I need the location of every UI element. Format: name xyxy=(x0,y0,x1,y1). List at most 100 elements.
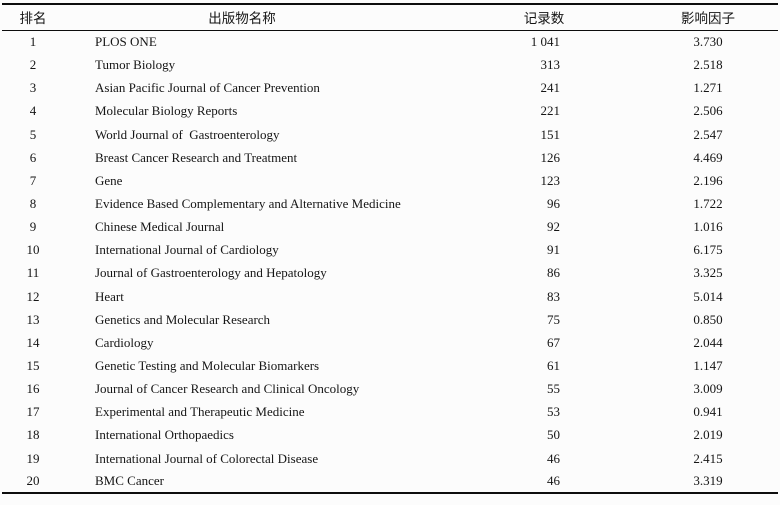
rank-cell: 1 xyxy=(29,34,37,50)
publication-name-cell: Heart xyxy=(95,288,124,304)
publication-name-cell: Genetic Testing and Molecular Biomarkers xyxy=(95,358,320,374)
records-cell: 50 xyxy=(547,427,560,443)
records-cell: 151 xyxy=(540,126,561,142)
rank-cell: 12 xyxy=(26,288,40,304)
records-cell: 75 xyxy=(547,311,560,327)
publication-name-cell: Tumor Biology xyxy=(95,57,176,73)
impact-factor-cell: 2.019 xyxy=(693,427,723,443)
table-row: 15 Genetic Testing and Molecular Biomarke… xyxy=(2,354,778,377)
impact-factor-cell: 1.271 xyxy=(693,80,723,96)
records-cell: 126 xyxy=(540,149,561,165)
impact-factor-cell: 0.850 xyxy=(693,311,723,327)
publication-name-cell: Evidence Based Complementary and Alterna… xyxy=(95,196,401,212)
impact-factor-cell: 6.175 xyxy=(693,242,723,258)
table-row: 18 International Orthopaedics 50 2.019 xyxy=(2,423,778,446)
publication-name-cell: Experimental and Therapeutic Medicine xyxy=(95,404,305,420)
rank-cell: 8 xyxy=(29,196,37,212)
impact-factor-cell: 5.014 xyxy=(693,288,723,304)
rank-cell: 9 xyxy=(29,219,37,235)
table-row: 13 Genetics and Molecular Research 75 0.850 xyxy=(2,308,778,331)
publication-name-cell: International Journal of Cardiology xyxy=(95,242,279,258)
impact-factor-cell: 2.044 xyxy=(693,334,723,350)
rank-cell: 18 xyxy=(26,427,40,443)
records-cell: 241 xyxy=(540,80,561,96)
records-cell: 86 xyxy=(547,265,560,281)
rank-cell: 15 xyxy=(26,358,40,374)
table-row: 9 Chinese Medical Journal 92 1.016 xyxy=(2,215,778,238)
table-row: 6 Breast Cancer Research and Treatment 126… xyxy=(2,146,778,169)
publication-name-cell: International Journal of Colorectal Dise… xyxy=(95,450,319,466)
records-cell: 67 xyxy=(547,334,560,350)
rank-cell: 7 xyxy=(29,172,37,188)
records-cell: 221 xyxy=(540,103,561,119)
impact-factor-cell: 3.325 xyxy=(693,265,723,281)
publication-name-cell: Gene xyxy=(95,172,123,188)
records-cell: 83 xyxy=(547,288,560,304)
rank-cell: 4 xyxy=(29,103,37,119)
publication-name-cell: Asian Pacific Journal of Cancer Preventi… xyxy=(95,80,320,96)
publication-name-cell: Breast Cancer Research and Treatment xyxy=(95,149,298,165)
impact-factor-cell: 2.415 xyxy=(693,450,723,466)
records-cell: 61 xyxy=(547,358,560,374)
rank-cell: 11 xyxy=(26,265,40,281)
impact-factor-cell: 1.722 xyxy=(693,196,723,212)
records-cell: 92 xyxy=(547,219,560,235)
rank-cell: 3 xyxy=(29,80,37,96)
rank-cell: 6 xyxy=(29,149,37,165)
header-row: 排名 出版物名称 记录数 影响因子 xyxy=(2,4,778,30)
impact-factor-cell: 2.506 xyxy=(693,103,723,119)
impact-factor-cell: 2.196 xyxy=(693,172,723,188)
rank-cell: 13 xyxy=(26,311,40,327)
records-cell: 96 xyxy=(547,196,560,212)
impact-factor-cell: 1.147 xyxy=(693,358,723,374)
publication-name-cell: Cardiology xyxy=(95,334,154,350)
rank-cell: 16 xyxy=(26,381,40,397)
table-row: 7 Gene 123 2.196 xyxy=(2,169,778,192)
rank-cell: 19 xyxy=(26,450,40,466)
impact-factor-cell: 0.941 xyxy=(693,404,723,420)
column-header-impact-factor: 影响因子 xyxy=(681,11,735,27)
rank-cell: 14 xyxy=(26,334,40,350)
impact-factor-cell: 1.016 xyxy=(693,219,723,235)
table-header: 排名 出版物名称 记录数 影响因子 xyxy=(2,4,778,30)
publication-name-cell: PLOS ONE xyxy=(95,34,157,50)
publication-name-cell: Chinese Medical Journal xyxy=(95,219,225,235)
publication-name-cell: Journal of Cancer Research and Clinical … xyxy=(95,381,360,397)
rank-cell: 20 xyxy=(26,473,40,489)
publication-name-cell: Journal of Gastroenterology and Hepatolo… xyxy=(95,265,327,281)
records-cell: 46 xyxy=(547,473,560,489)
impact-factor-cell: 3.319 xyxy=(693,473,723,489)
publication-name-cell: BMC Cancer xyxy=(95,473,164,489)
impact-factor-cell: 4.469 xyxy=(693,149,723,165)
table-body: 1 PLOS ONE 1 041 3.730 2 Tumor Biology 313 2.51… xyxy=(2,30,778,493)
records-cell: 123 xyxy=(540,172,561,188)
table-row: 5 World Journal of Gastroenterology 151 2.5… xyxy=(2,123,778,146)
rank-cell: 10 xyxy=(26,242,40,258)
publications-table: 排名 出版物名称 记录数 影响因子 1 PLOS ONE 1 041 3.730 2 Tu… xyxy=(2,3,778,494)
table-row: 10 International Journal of Cardiology 91 6… xyxy=(2,238,778,261)
publication-name-cell: Genetics and Molecular Research xyxy=(95,311,271,327)
publication-name-cell: Molecular Biology Reports xyxy=(95,103,238,119)
publication-name-cell: International Orthopaedics xyxy=(95,427,234,443)
column-header-record-count: 记录数 xyxy=(523,11,565,27)
table-row: 2 Tumor Biology 313 2.518 xyxy=(2,53,778,76)
records-cell: 55 xyxy=(547,381,560,397)
table-row: 14 Cardiology 67 2.044 xyxy=(2,331,778,354)
table-row: 19 International Journal of Colorectal Di… xyxy=(2,447,778,470)
rank-cell: 5 xyxy=(29,126,37,142)
records-cell: 313 xyxy=(540,57,561,73)
impact-factor-cell: 3.009 xyxy=(693,381,723,397)
impact-factor-cell: 2.518 xyxy=(693,57,723,73)
table-row: 11 Journal of Gastroenterology and Hepato… xyxy=(2,261,778,284)
records-cell: 53 xyxy=(547,404,560,420)
table-row: 12 Heart 83 5.014 xyxy=(2,285,778,308)
table-row: 3 Asian Pacific Journal of Cancer Prevent… xyxy=(2,76,778,99)
table-row: 8 Evidence Based Complementary and Altern… xyxy=(2,192,778,215)
table-row: 17 Experimental and Therapeutic Medicine 5… xyxy=(2,400,778,423)
column-header-rank: 排名 xyxy=(19,11,47,27)
records-cell: 46 xyxy=(547,450,560,466)
publication-name-cell: World Journal of Gastroenterology xyxy=(95,126,280,142)
records-cell: 1 041 xyxy=(530,34,560,50)
impact-factor-cell: 3.730 xyxy=(693,34,723,50)
table-row: 1 PLOS ONE 1 041 3.730 xyxy=(2,30,778,53)
